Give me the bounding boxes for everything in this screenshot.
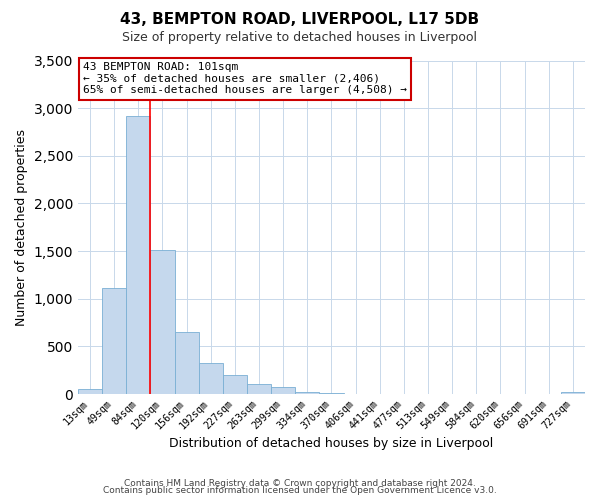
Text: 43 BEMPTON ROAD: 101sqm
← 35% of detached houses are smaller (2,406)
65% of semi: 43 BEMPTON ROAD: 101sqm ← 35% of detache… (83, 62, 407, 96)
Text: Contains public sector information licensed under the Open Government Licence v3: Contains public sector information licen… (103, 486, 497, 495)
Bar (199, 362, 223, 394)
Bar (102, 288, 126, 394)
Y-axis label: Number of detached properties: Number of detached properties (15, 129, 28, 326)
Bar (223, 375, 247, 394)
Bar (295, 392, 319, 394)
Text: 43, BEMPTON ROAD, LIVERPOOL, L17 5DB: 43, BEMPTON ROAD, LIVERPOOL, L17 5DB (121, 12, 479, 28)
Bar (126, 116, 151, 394)
Bar (247, 384, 271, 394)
Text: Contains HM Land Registry data © Crown copyright and database right 2024.: Contains HM Land Registry data © Crown c… (124, 478, 476, 488)
Bar (175, 332, 199, 394)
X-axis label: Distribution of detached houses by size in Liverpool: Distribution of detached houses by size … (169, 437, 494, 450)
Bar (78, 390, 102, 394)
Bar (151, 250, 175, 394)
Bar (561, 392, 585, 394)
Bar (319, 393, 344, 394)
Bar (271, 388, 295, 394)
Text: Size of property relative to detached houses in Liverpool: Size of property relative to detached ho… (122, 31, 478, 44)
